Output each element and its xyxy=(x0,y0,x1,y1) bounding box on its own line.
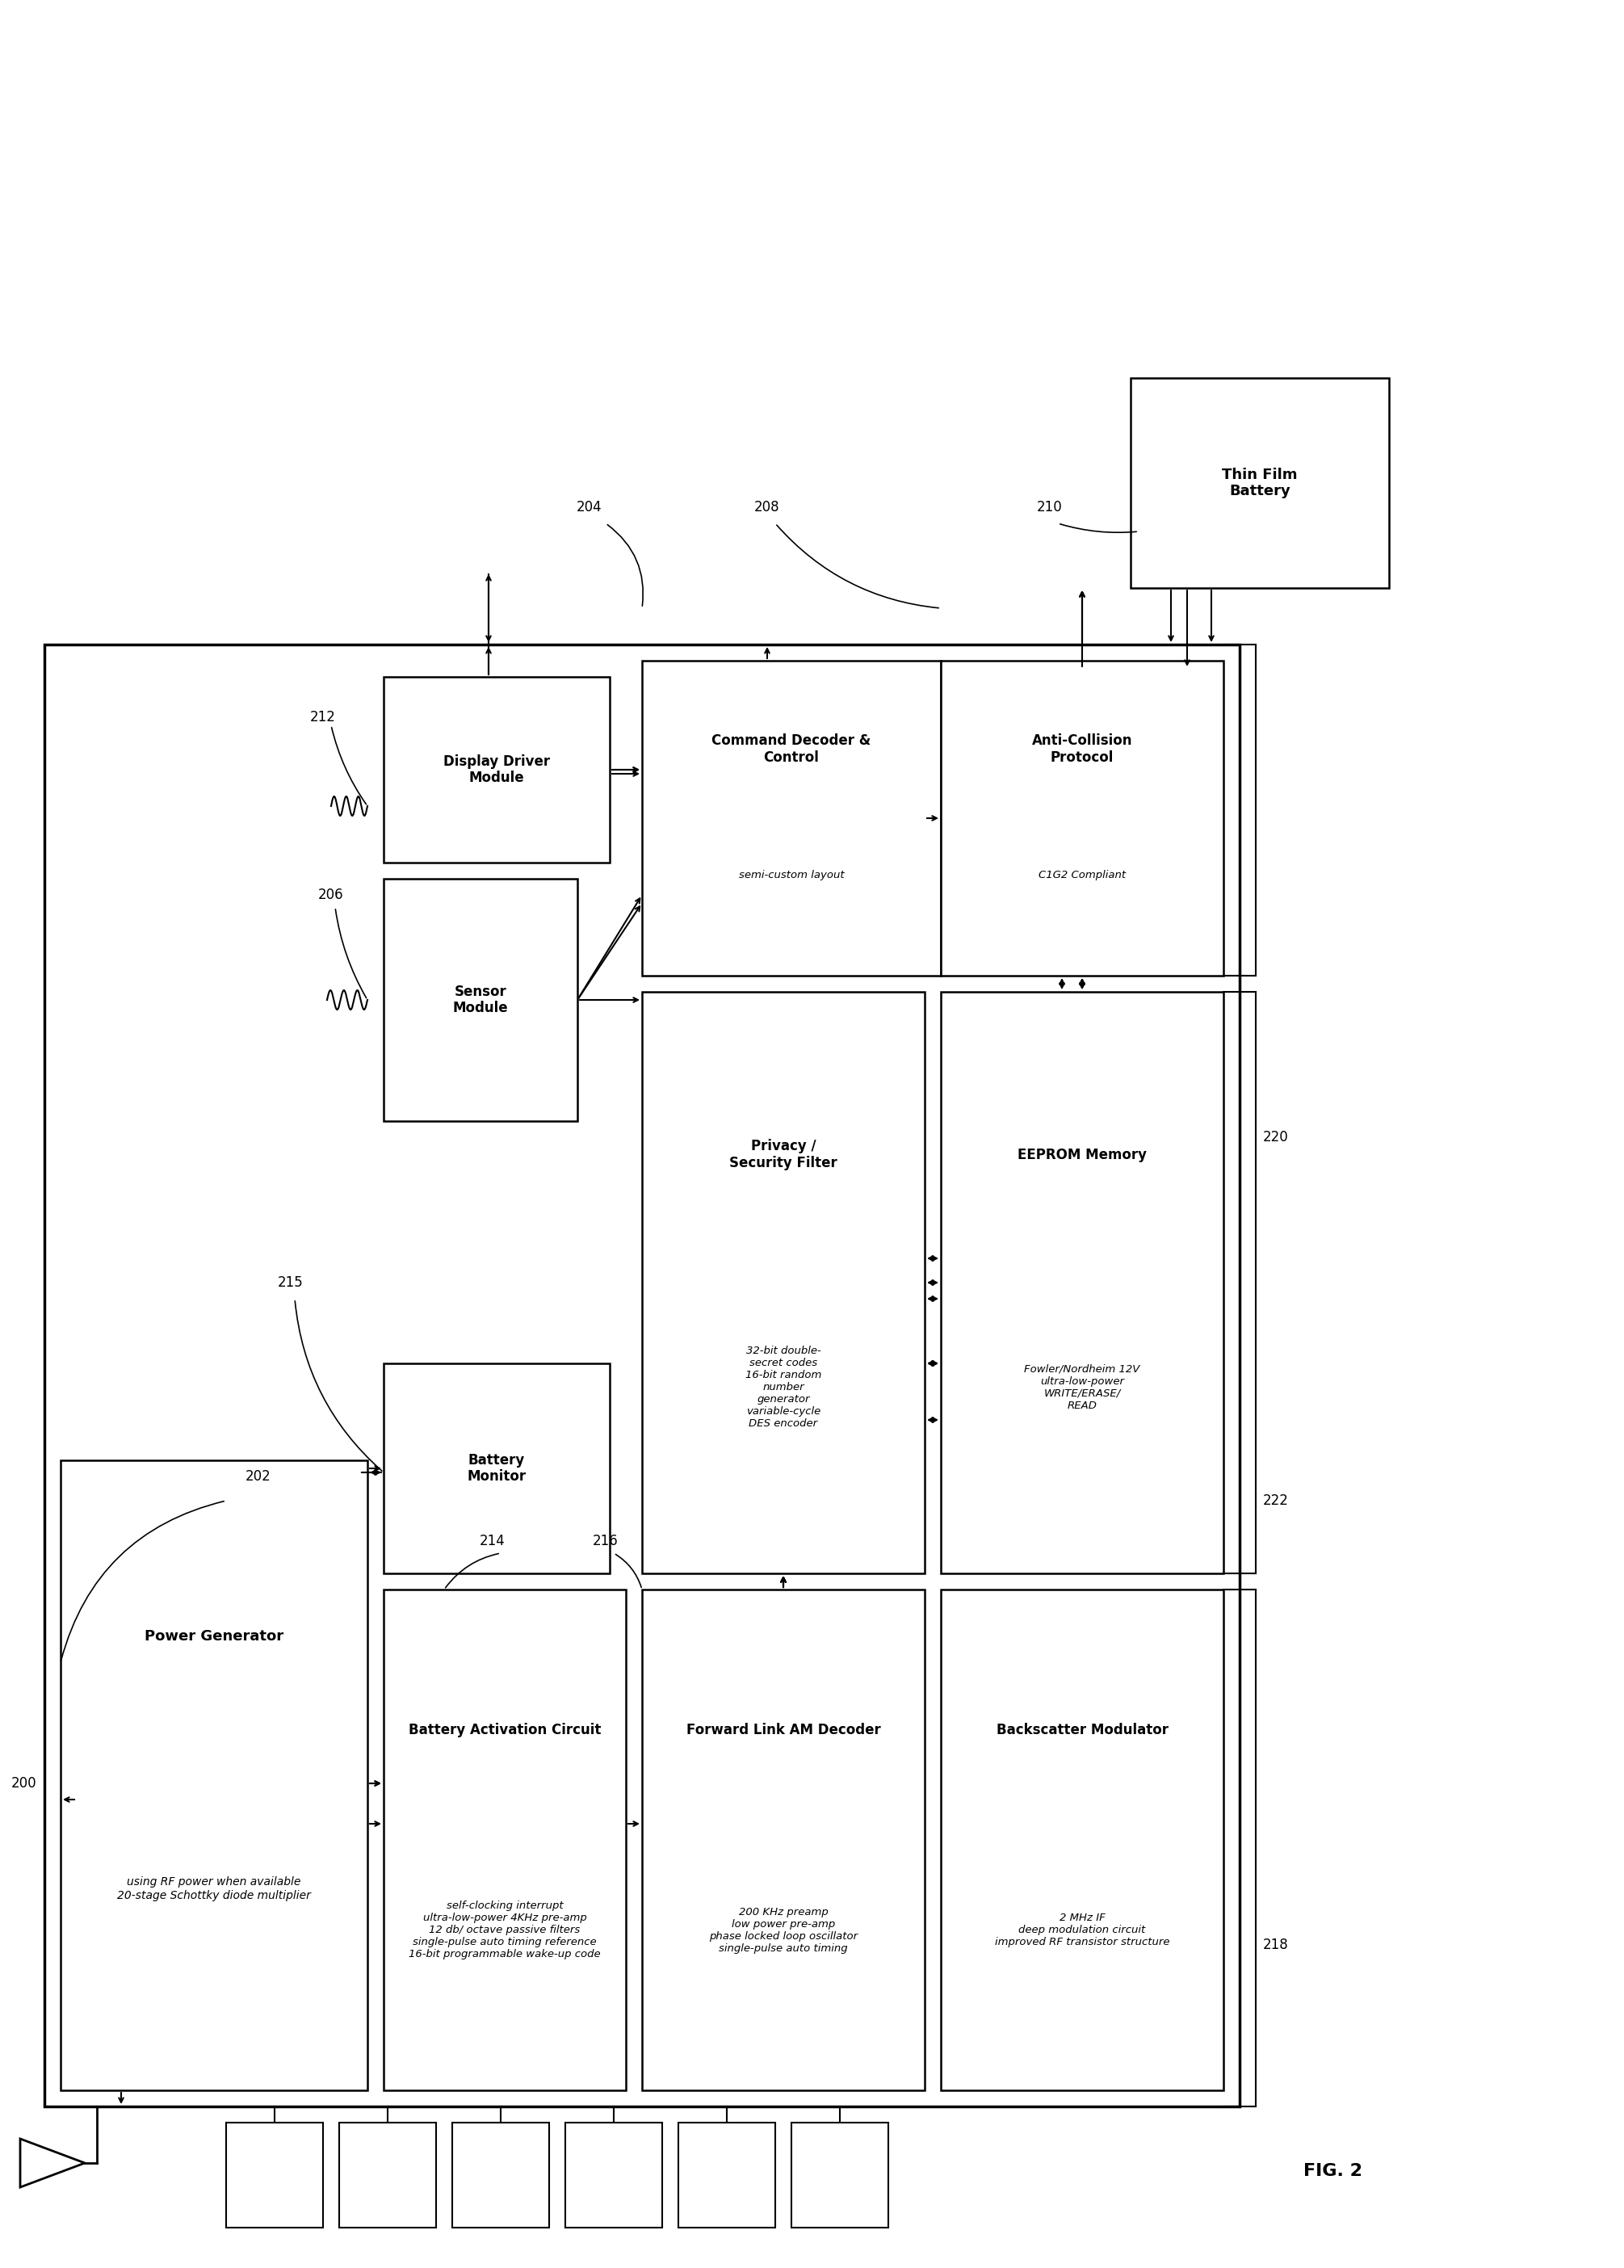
Bar xyxy=(44,644,1239,2107)
Text: Command Decoder &
Control: Command Decoder & Control xyxy=(711,733,870,764)
Bar xyxy=(383,878,578,1120)
Text: 206: 206 xyxy=(318,887,344,903)
Text: Display Driver
Module: Display Driver Module xyxy=(443,753,551,785)
Bar xyxy=(383,1363,609,1574)
Text: FIG. 2: FIG. 2 xyxy=(1302,2164,1363,2180)
Text: semi-custom layout: semi-custom layout xyxy=(739,869,844,880)
Bar xyxy=(226,2123,323,2227)
Bar xyxy=(1130,379,1389,587)
Bar xyxy=(641,1590,924,2091)
Bar xyxy=(940,660,1223,975)
Text: 32-bit double-
secret codes
16-bit random
number
generator
variable-cycle
DES en: 32-bit double- secret codes 16-bit rando… xyxy=(745,1345,822,1429)
Text: 218: 218 xyxy=(1263,1937,1289,1953)
Text: 204: 204 xyxy=(577,499,603,515)
Text: using RF power when available
20-stage Schottky diode multiplier: using RF power when available 20-stage S… xyxy=(117,1876,310,1901)
Text: 210: 210 xyxy=(1038,499,1062,515)
Text: 2 MHz IF
deep modulation circuit
improved RF transistor structure: 2 MHz IF deep modulation circuit improve… xyxy=(996,1912,1169,1948)
Bar xyxy=(641,991,924,1574)
Bar xyxy=(339,2123,437,2227)
Text: C1G2 Compliant: C1G2 Compliant xyxy=(1038,869,1125,880)
Bar xyxy=(940,1590,1223,2091)
Text: Battery
Monitor: Battery Monitor xyxy=(468,1454,526,1483)
Text: 208: 208 xyxy=(755,499,780,515)
Text: Privacy /
Security Filter: Privacy / Security Filter xyxy=(729,1139,838,1170)
Text: 214: 214 xyxy=(479,1533,505,1549)
Bar xyxy=(383,1590,625,2091)
Bar xyxy=(679,2123,775,2227)
Bar xyxy=(451,2123,549,2227)
Text: Sensor
Module: Sensor Module xyxy=(453,984,508,1016)
Bar xyxy=(565,2123,663,2227)
Text: EEPROM Memory: EEPROM Memory xyxy=(1018,1148,1147,1161)
Bar xyxy=(940,991,1223,1574)
Bar xyxy=(791,2123,888,2227)
Text: 212: 212 xyxy=(310,710,336,723)
Text: 200: 200 xyxy=(11,1776,37,1792)
Text: 202: 202 xyxy=(245,1470,271,1483)
Bar xyxy=(60,1461,367,2091)
Bar xyxy=(383,676,609,862)
Text: Thin Film
Battery: Thin Film Battery xyxy=(1221,467,1298,499)
Text: Battery Activation Circuit: Battery Activation Circuit xyxy=(409,1721,601,1737)
Text: 200 KHz preamp
low power pre-amp
phase locked loop oscillator
single-pulse auto : 200 KHz preamp low power pre-amp phase l… xyxy=(710,1907,857,1953)
Text: Anti-Collision
Protocol: Anti-Collision Protocol xyxy=(1031,733,1132,764)
Text: 215: 215 xyxy=(278,1275,304,1290)
Text: Fowler/Nordheim 12V
ultra-low-power
WRITE/ERASE/
READ: Fowler/Nordheim 12V ultra-low-power WRIT… xyxy=(1025,1363,1140,1411)
Bar xyxy=(641,660,940,975)
Text: 222: 222 xyxy=(1263,1492,1289,1508)
Polygon shape xyxy=(19,2139,84,2186)
Text: 216: 216 xyxy=(593,1533,619,1549)
Text: 220: 220 xyxy=(1263,1129,1289,1145)
Text: Power Generator: Power Generator xyxy=(145,1628,284,1644)
Text: Backscatter Modulator: Backscatter Modulator xyxy=(996,1721,1168,1737)
Text: self-clocking interrupt
ultra-low-power 4KHz pre-amp
12 db/ octave passive filte: self-clocking interrupt ultra-low-power … xyxy=(409,1901,601,1960)
Text: Forward Link AM Decoder: Forward Link AM Decoder xyxy=(685,1721,880,1737)
